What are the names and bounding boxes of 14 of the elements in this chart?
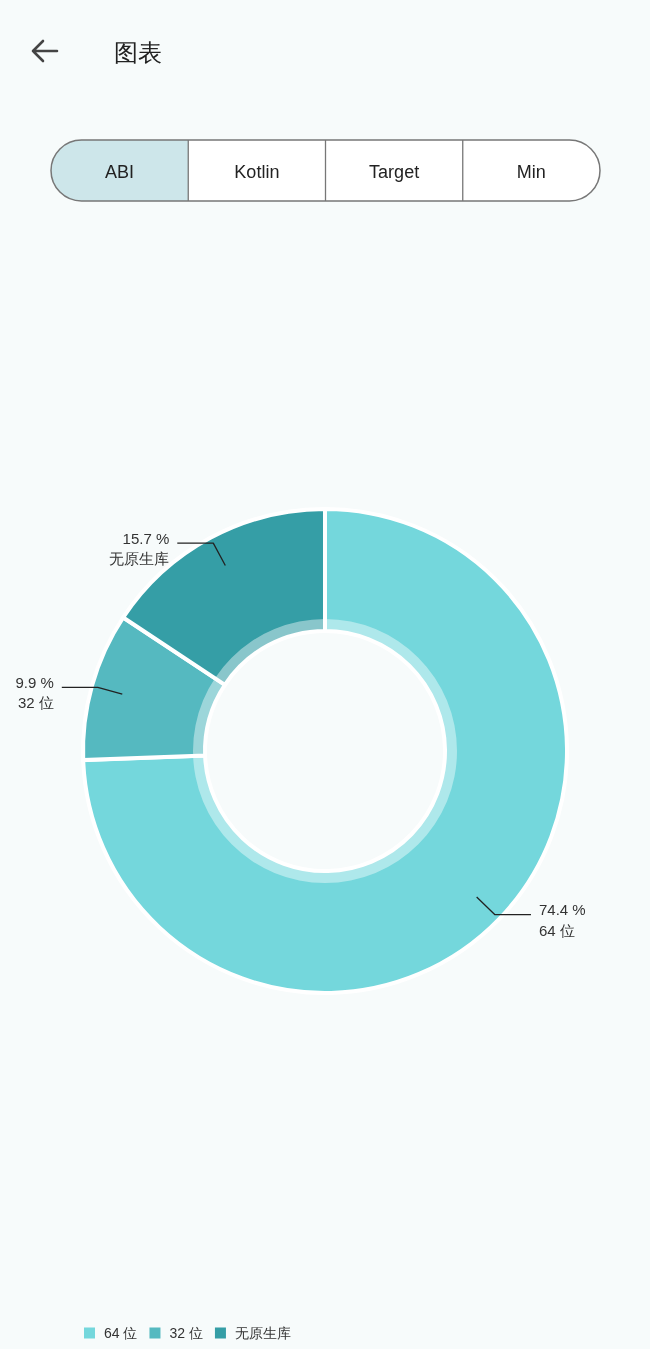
data-label: 9.9 %: [15, 673, 54, 691]
data-label: 15.7 %: [122, 529, 170, 547]
slice-label: 无原生库: [109, 550, 170, 568]
slice-label: 32 位: [17, 694, 54, 712]
legend-label: 32 位: [169, 1325, 203, 1341]
legend-label: 64 位: [104, 1325, 138, 1341]
chart-title: 图表: [114, 39, 162, 66]
legend-label: 无原生库: [234, 1325, 291, 1341]
tab-label: Target: [369, 162, 420, 182]
data-label: 74.4 %: [538, 901, 586, 919]
tab-label: Min: [516, 162, 546, 182]
tab-label: Kotlin: [234, 162, 280, 182]
tab-label: ABI: [105, 162, 135, 182]
slice-label: 64 位: [538, 921, 575, 939]
